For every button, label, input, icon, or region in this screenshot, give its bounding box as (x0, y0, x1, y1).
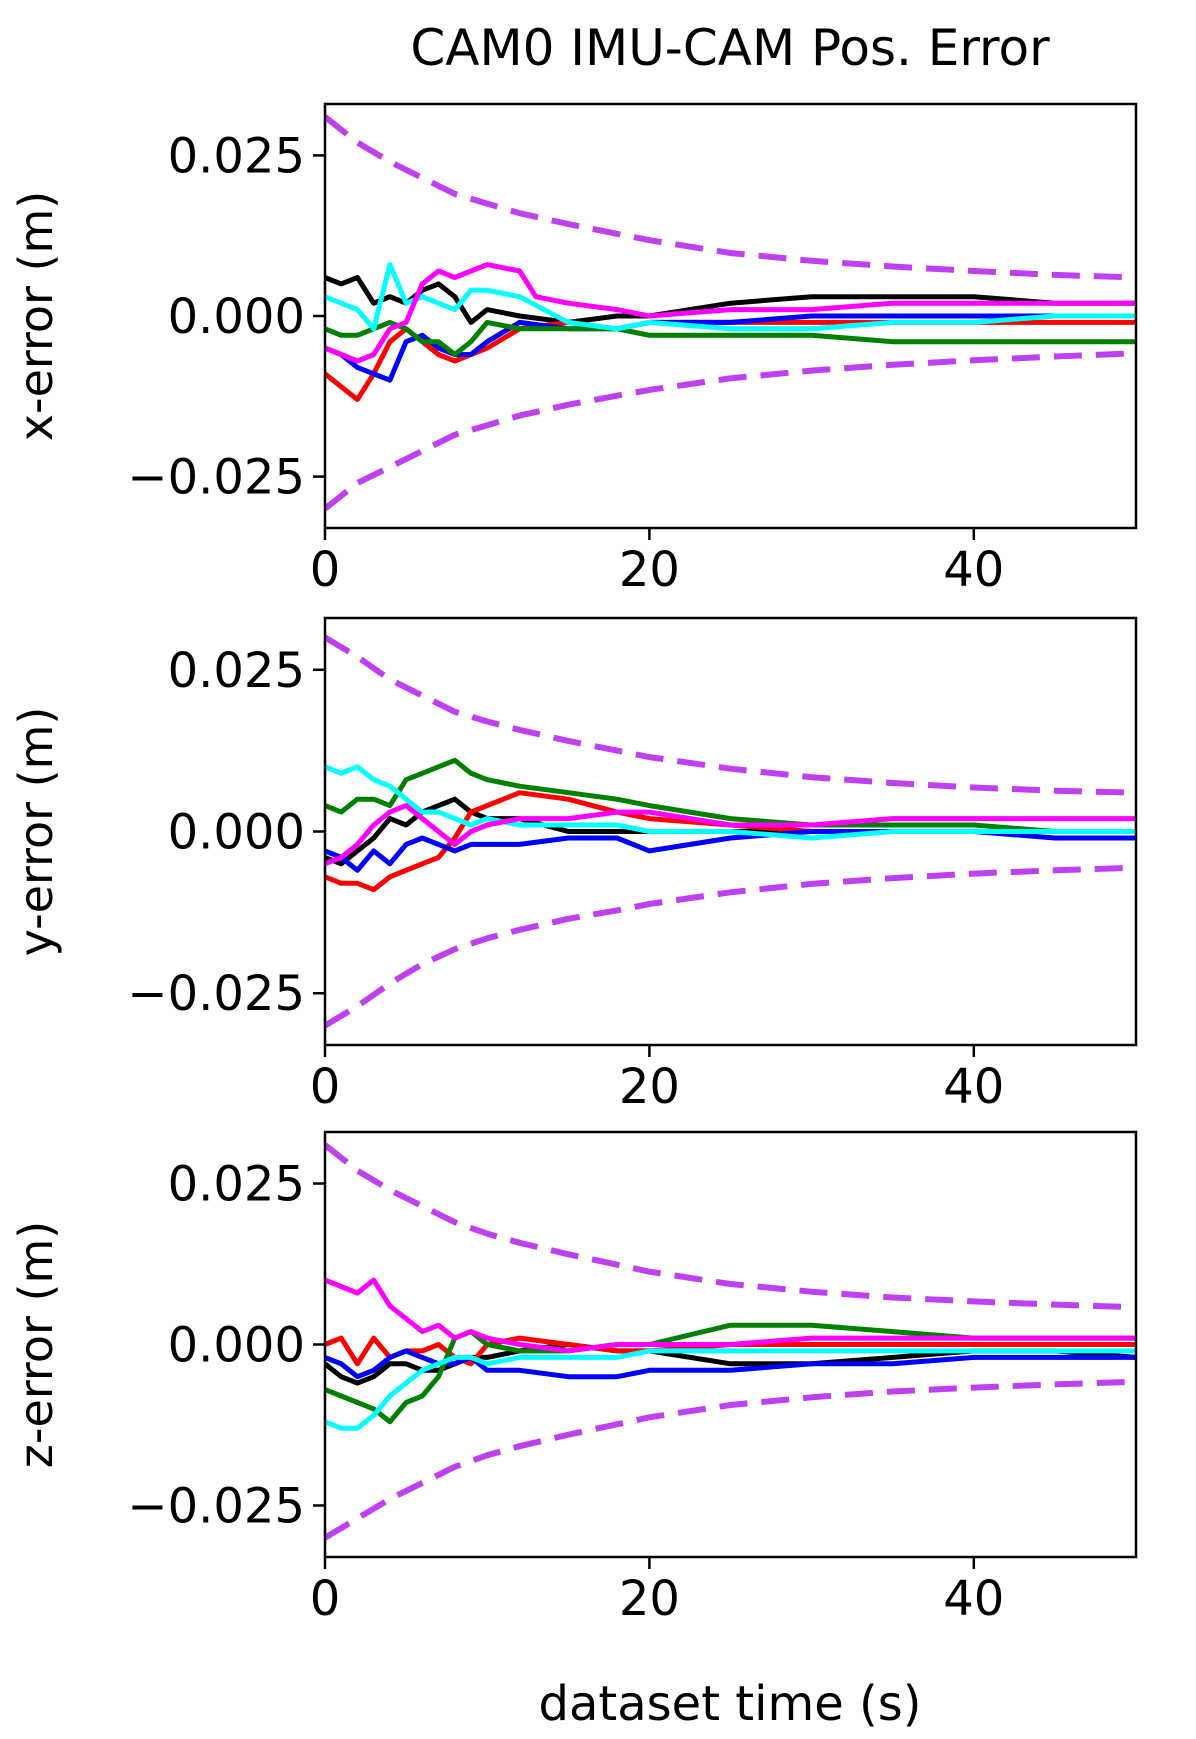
plot-area (325, 1142, 1136, 1541)
bound-upper (325, 1142, 1136, 1311)
x-tick-label: 20 (619, 1059, 680, 1115)
x-tick-label: 0 (310, 542, 341, 598)
y-tick-label: 0.000 (168, 289, 305, 345)
series-line-blue (325, 1348, 1136, 1380)
y-tick-label: 0.000 (168, 1318, 305, 1374)
series-line-black (325, 1342, 1136, 1386)
series-line-cyan (325, 262, 1136, 332)
series-line-magenta (325, 803, 1136, 867)
x-tick-label: 40 (943, 542, 1004, 598)
y-tick-label: 0.025 (168, 128, 305, 184)
y-axis-label: y-error (m) (9, 707, 63, 957)
series-line-cyan (325, 1348, 1136, 1431)
y-tick-label: −0.025 (127, 966, 305, 1022)
series-line-green (325, 757, 1136, 834)
chart-title: CAM0 IMU-CAM Pos. Error (410, 19, 1050, 77)
series-line-blue (325, 313, 1136, 383)
bound-lower (325, 1378, 1136, 1541)
x-tick-label: 40 (943, 1059, 1004, 1115)
plot-area (325, 634, 1136, 1029)
series-line-green (325, 1322, 1136, 1425)
bound-lower (325, 864, 1136, 1029)
y-tick-label: 0.000 (168, 805, 305, 861)
y-tick-label: −0.025 (127, 1478, 305, 1534)
x-tick-label: 0 (310, 1059, 341, 1115)
x-tick-label: 20 (619, 542, 680, 598)
series-line-green (325, 319, 1136, 357)
x-tick-label: 40 (943, 1571, 1004, 1627)
series-line-magenta (325, 262, 1136, 364)
x-tick-label: 0 (310, 1571, 341, 1627)
x-tick-label: 20 (619, 1571, 680, 1627)
series-line-cyan (325, 764, 1136, 841)
y-tick-label: 0.025 (168, 1157, 305, 1213)
y-tick-label: 0.025 (168, 643, 305, 699)
x-axis-label: dataset time (s) (539, 1676, 922, 1732)
bound-upper (325, 114, 1136, 281)
y-axis-label: z-error (m) (9, 1221, 63, 1468)
series-line-magenta (325, 1277, 1136, 1354)
y-axis-label: x-error (m) (9, 191, 63, 442)
bound-upper (325, 634, 1136, 796)
bound-lower (325, 350, 1136, 512)
y-tick-label: −0.025 (127, 450, 305, 506)
plot-area (325, 114, 1136, 512)
